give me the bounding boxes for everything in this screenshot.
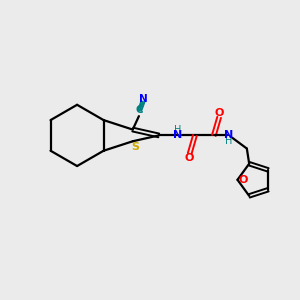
Text: N: N — [173, 130, 182, 140]
Text: N: N — [224, 130, 233, 140]
Text: O: O — [214, 108, 224, 118]
Text: S: S — [131, 142, 139, 152]
Text: H: H — [225, 136, 232, 146]
Text: H: H — [174, 124, 181, 135]
Text: C: C — [135, 105, 143, 116]
Text: O: O — [185, 153, 194, 163]
Text: O: O — [238, 175, 248, 185]
Text: N: N — [140, 94, 148, 104]
